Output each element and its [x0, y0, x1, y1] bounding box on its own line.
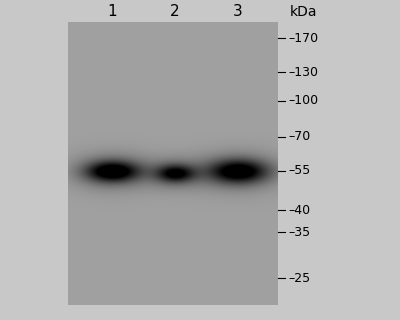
- Text: 2: 2: [170, 4, 180, 20]
- Text: –40: –40: [288, 204, 310, 217]
- Text: –170: –170: [288, 31, 318, 44]
- Text: –55: –55: [288, 164, 310, 178]
- Text: 1: 1: [107, 4, 117, 20]
- Text: –35: –35: [288, 226, 310, 238]
- Text: 3: 3: [233, 4, 243, 20]
- Text: –25: –25: [288, 271, 310, 284]
- Text: –100: –100: [288, 94, 318, 108]
- Text: –70: –70: [288, 131, 310, 143]
- Text: –130: –130: [288, 66, 318, 78]
- Text: kDa: kDa: [290, 5, 318, 19]
